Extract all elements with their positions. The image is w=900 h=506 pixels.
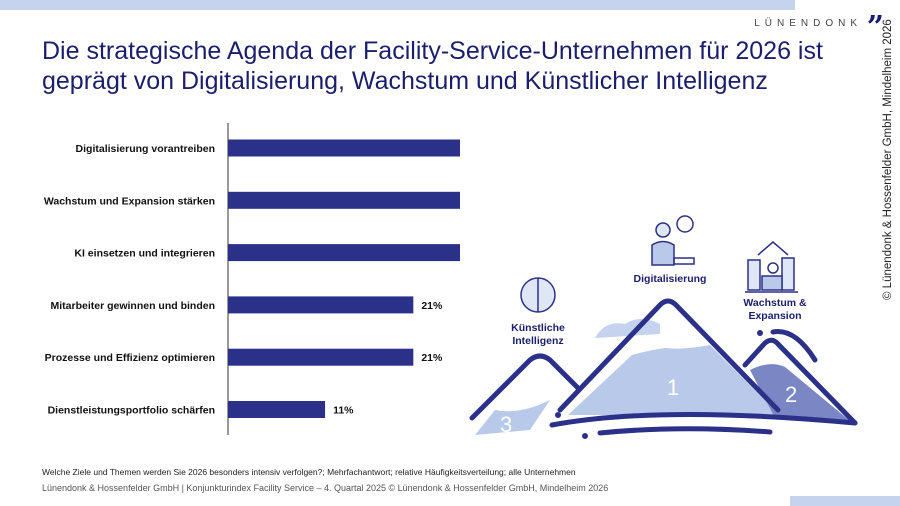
label-digitalisierung: Digitalisierung	[633, 273, 707, 285]
category-label: Wachstum und Expansion stärken	[44, 195, 215, 207]
bar	[228, 139, 460, 157]
value-label: 21%	[421, 300, 443, 312]
category-label: Digitalisierung vorantreiben	[76, 143, 215, 155]
rank-2: 2	[785, 382, 797, 407]
rank-1: 1	[667, 375, 679, 400]
label-ki: Künstliche Intelligenz	[511, 322, 565, 347]
brain-icon	[520, 277, 556, 313]
category-label: KI einsetzen und integrieren	[74, 248, 215, 260]
cloud	[595, 319, 660, 338]
bar	[228, 348, 414, 366]
value-label: 11%	[333, 405, 354, 417]
bar	[228, 244, 460, 262]
category-label: Prozesse und Effizienz optimieren	[45, 352, 215, 364]
label-wachstum: Wachstum & Expansion	[743, 297, 807, 322]
category-label: Mitarbeiter gewinnen und binden	[50, 300, 215, 312]
mountain-3-fill	[475, 400, 550, 435]
rank-3: 3	[500, 412, 512, 437]
bar	[228, 191, 460, 209]
page-title: Die strategische Agenda der Facility-Ser…	[42, 37, 823, 95]
bottom-accent-band	[790, 496, 900, 506]
bar	[228, 401, 326, 418]
question-note: Welche Ziele und Themen werden Sie 2026 …	[42, 467, 576, 477]
bar	[228, 296, 414, 314]
top-accent-band	[0, 0, 795, 10]
person-globe-icon	[651, 215, 695, 266]
category-label: Dienstleistungsportfolio schärfen	[48, 405, 215, 417]
mountain-1-fill	[568, 345, 780, 415]
mountain-illustration: 1 2 3	[469, 215, 858, 439]
side-copyright: © Lünendonk & Hossenfelder GmbH, Mindelh…	[882, 19, 894, 300]
source-note: Lünendonk & Hossenfelder GmbH | Konjunkt…	[42, 483, 609, 493]
value-label: 21%	[421, 352, 443, 364]
logo-quote-icon: ”	[866, 10, 884, 45]
growth-building-icon	[745, 241, 798, 293]
bar-chart: Digitalisierung vorantreiben63%Wachstum …	[44, 123, 460, 435]
logo-text: LÜNENDONK	[754, 18, 862, 29]
